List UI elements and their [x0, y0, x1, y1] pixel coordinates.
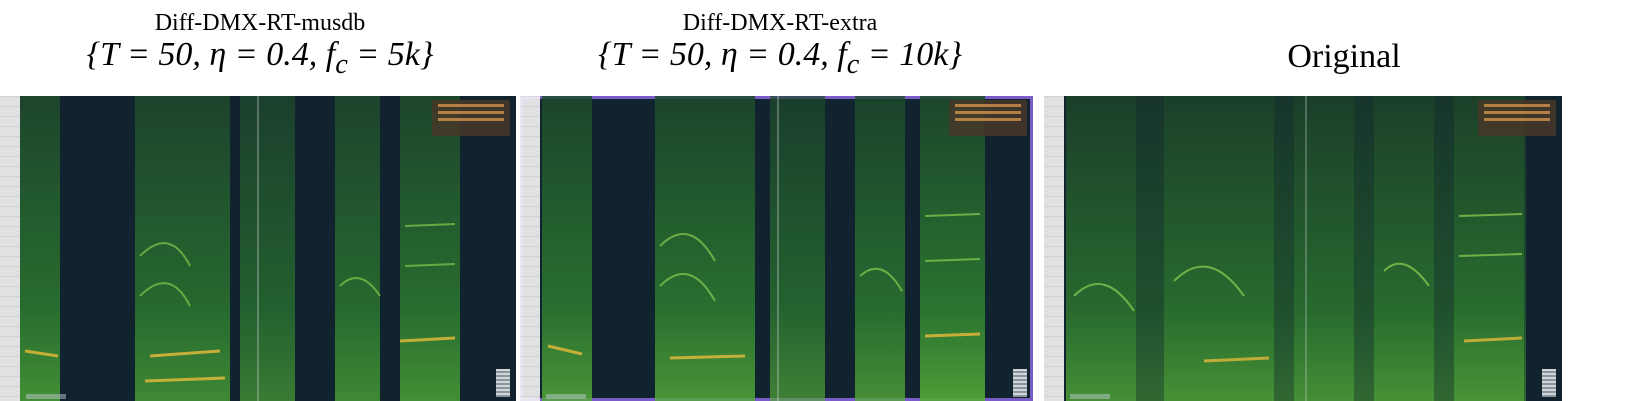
footer-bar: [26, 394, 66, 399]
spectrogram-graphic: [542, 96, 985, 401]
panel-original: Original: [1040, 0, 1648, 401]
info-overlay: [949, 100, 1027, 136]
spectrogram-image: [1044, 96, 1562, 401]
spectrogram-image: [520, 96, 1033, 401]
scale-widget: [1542, 369, 1556, 397]
spectrogram-graphic: [20, 96, 460, 401]
panel-params: {T = 50, η = 0.4, fc = 5k}: [86, 36, 434, 80]
frequency-axis: [520, 96, 540, 401]
info-overlay: [1478, 100, 1556, 136]
panel-title: Original: [1287, 38, 1401, 75]
panel-extra: Diff-DMX-RT-extra {T = 50, η = 0.4, fc =…: [520, 0, 1040, 401]
frequency-axis: [0, 96, 20, 401]
panel-title: Diff-DMX-RT-musdb: [154, 10, 366, 36]
footer-bar: [1070, 394, 1110, 399]
panel-params: {T = 50, η = 0.4, fc = 10k}: [598, 36, 962, 80]
footer-bar: [546, 394, 586, 399]
scale-widget: [1013, 369, 1027, 397]
spectrogram-image: [0, 96, 516, 401]
panel-musdb: Diff-DMX-RT-musdb {T = 50, η = 0.4, fc =…: [0, 0, 520, 401]
frequency-axis: [1044, 96, 1064, 401]
spectrogram-graphic: [1066, 96, 1526, 401]
scale-widget: [496, 369, 510, 397]
info-overlay: [432, 100, 510, 136]
panel-title: Diff-DMX-RT-extra: [682, 10, 878, 36]
